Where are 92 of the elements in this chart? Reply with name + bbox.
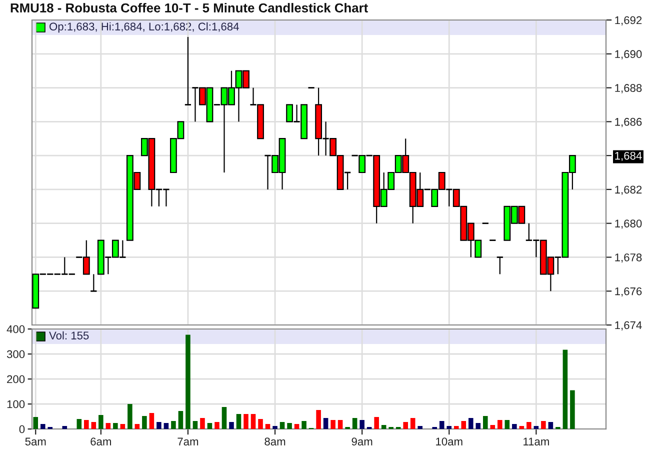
bar <box>236 414 242 429</box>
x-tick-label: 10am <box>436 438 462 446</box>
bar <box>287 423 292 429</box>
y-tick-label: 300 <box>6 350 25 358</box>
bar <box>186 334 190 429</box>
bar <box>91 422 96 429</box>
bar <box>244 414 248 429</box>
bar <box>352 418 358 429</box>
candlestick <box>496 256 504 275</box>
bar <box>171 421 176 429</box>
bar <box>338 420 343 429</box>
annotation: Vol: 155 <box>49 331 89 340</box>
bar <box>360 420 364 429</box>
bar <box>200 418 205 429</box>
y-tick-label: 1,688 <box>615 84 642 94</box>
y-tick-label: 1,678 <box>615 253 642 263</box>
bar <box>294 424 300 429</box>
bar <box>570 390 575 429</box>
y-tick-label: 1,680 <box>615 220 642 229</box>
bar <box>258 419 263 429</box>
bar <box>128 404 132 429</box>
bar <box>316 410 321 429</box>
bar <box>62 426 68 429</box>
bar <box>302 421 306 429</box>
annotation: Op:1,683, Hi:1,684, Lo:1,682, Cl:1,684 <box>50 22 239 33</box>
bar <box>84 420 89 429</box>
bar <box>164 423 169 429</box>
x-tick-label: 5am <box>25 438 46 446</box>
bar <box>483 416 488 429</box>
y-tick-label: 1,676 <box>615 287 642 297</box>
bar <box>149 413 154 429</box>
bar <box>534 426 539 429</box>
bar <box>76 419 82 429</box>
bar <box>40 424 46 429</box>
chart-title: RMU18 - Robusta Coffee 10-T - 5 Minute Candlestick Chart <box>10 2 368 12</box>
bar <box>120 424 126 429</box>
x-tick-label: 6am <box>90 438 111 446</box>
bar <box>222 407 227 429</box>
y-tick-label: 0 <box>19 425 25 434</box>
bar <box>548 422 554 429</box>
bar <box>541 421 546 429</box>
bar <box>142 416 147 429</box>
x-tick-label: 7am <box>178 438 198 446</box>
bar <box>156 422 162 429</box>
bar <box>330 420 336 429</box>
x-tick-label: 9am <box>352 438 372 446</box>
y-tick-label: 1,674 <box>615 321 642 330</box>
y-tick-label: 1,690 <box>615 50 642 60</box>
bar <box>446 426 452 429</box>
y-tick-label: 1,682 <box>615 186 642 195</box>
bar <box>214 422 220 429</box>
bar <box>403 422 408 429</box>
y-tick-label: 100 <box>7 400 25 408</box>
bar <box>229 422 234 429</box>
bar <box>512 424 517 429</box>
bar <box>418 426 422 429</box>
bar <box>113 423 118 429</box>
bar <box>498 420 502 429</box>
bar <box>134 424 140 429</box>
bar <box>33 417 38 429</box>
x-tick-label: 8am <box>264 438 286 446</box>
bar <box>526 422 532 429</box>
bar <box>280 422 285 429</box>
x-tick-label: 11am <box>524 438 549 446</box>
bar <box>439 421 444 429</box>
bar <box>178 411 184 429</box>
bar <box>468 418 474 429</box>
bar <box>106 423 111 429</box>
bar <box>454 426 459 429</box>
bar <box>207 423 212 429</box>
bar <box>519 426 524 429</box>
bar <box>374 417 379 429</box>
bar <box>476 423 481 429</box>
bar <box>504 420 510 429</box>
y-tick-label: 1,686 <box>615 118 642 128</box>
bar <box>490 425 496 429</box>
bar <box>410 418 416 429</box>
bar <box>192 421 198 429</box>
bar <box>323 418 328 429</box>
candlestick <box>184 36 192 106</box>
y-tick-label: 400 <box>6 325 25 334</box>
bar <box>265 424 270 429</box>
bar <box>562 350 568 429</box>
candlestick <box>90 274 98 292</box>
y-tick-label: 1,692 <box>615 16 642 26</box>
y-tick-label: 1,684 <box>615 152 642 162</box>
bar <box>98 415 104 429</box>
bar <box>250 414 256 429</box>
bar <box>381 425 386 429</box>
y-tick-label: 200 <box>7 375 25 384</box>
bar <box>461 421 466 429</box>
bar <box>272 426 278 429</box>
